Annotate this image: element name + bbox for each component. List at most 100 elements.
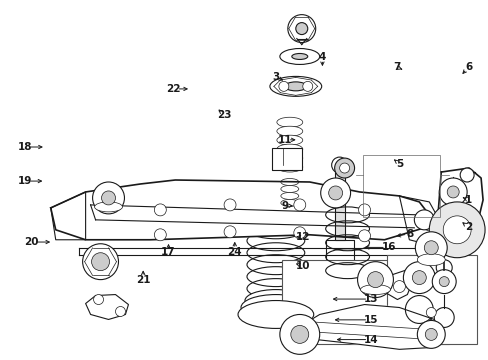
- Circle shape: [403, 262, 434, 293]
- Circle shape: [411, 271, 426, 285]
- Circle shape: [154, 204, 166, 216]
- Circle shape: [334, 158, 354, 178]
- Polygon shape: [85, 294, 128, 319]
- Circle shape: [423, 219, 434, 231]
- Text: 21: 21: [136, 275, 150, 285]
- Circle shape: [115, 306, 125, 316]
- Circle shape: [93, 294, 103, 305]
- Text: 14: 14: [363, 334, 378, 345]
- Ellipse shape: [279, 49, 319, 64]
- Text: 23: 23: [216, 110, 231, 120]
- Circle shape: [279, 315, 319, 354]
- Text: 2: 2: [464, 222, 471, 232]
- Circle shape: [416, 320, 444, 348]
- Circle shape: [82, 244, 118, 280]
- Circle shape: [293, 227, 305, 239]
- Text: 16: 16: [381, 242, 395, 252]
- Circle shape: [431, 270, 455, 293]
- Circle shape: [435, 260, 451, 276]
- Text: 8: 8: [406, 229, 413, 239]
- Circle shape: [290, 325, 308, 343]
- Polygon shape: [294, 305, 438, 349]
- Ellipse shape: [241, 294, 310, 320]
- Circle shape: [92, 182, 124, 214]
- Circle shape: [358, 230, 370, 242]
- Ellipse shape: [280, 179, 298, 185]
- Bar: [325, 240, 353, 329]
- Ellipse shape: [276, 117, 302, 127]
- Circle shape: [438, 178, 466, 206]
- Bar: [334, 168, 344, 240]
- Ellipse shape: [280, 199, 298, 206]
- Text: 3: 3: [271, 72, 279, 82]
- Circle shape: [339, 163, 349, 173]
- Circle shape: [414, 232, 447, 264]
- Circle shape: [331, 157, 347, 173]
- Text: 6: 6: [464, 62, 471, 72]
- Polygon shape: [319, 329, 359, 341]
- Circle shape: [328, 186, 342, 200]
- Text: 24: 24: [227, 247, 242, 257]
- Circle shape: [293, 199, 305, 211]
- Ellipse shape: [360, 285, 389, 294]
- Circle shape: [295, 23, 307, 35]
- Circle shape: [91, 253, 109, 271]
- Ellipse shape: [285, 82, 306, 91]
- Bar: [271, 148, 301, 170]
- Polygon shape: [399, 196, 438, 245]
- Ellipse shape: [94, 202, 122, 212]
- Text: 10: 10: [295, 261, 309, 271]
- Text: 7: 7: [392, 62, 399, 72]
- Circle shape: [302, 81, 312, 91]
- Circle shape: [438, 276, 448, 287]
- Circle shape: [102, 191, 115, 205]
- Circle shape: [447, 186, 458, 198]
- Circle shape: [459, 168, 473, 182]
- Text: 20: 20: [24, 237, 39, 247]
- Text: 18: 18: [18, 142, 33, 152]
- Text: 11: 11: [277, 135, 292, 145]
- Polygon shape: [436, 168, 482, 272]
- Ellipse shape: [244, 289, 306, 311]
- Text: 22: 22: [166, 84, 181, 94]
- Circle shape: [358, 204, 370, 216]
- Circle shape: [425, 328, 436, 340]
- Circle shape: [357, 262, 393, 298]
- Bar: [281, 260, 448, 345]
- Polygon shape: [51, 180, 428, 240]
- Text: 1: 1: [464, 195, 471, 205]
- Ellipse shape: [276, 153, 302, 163]
- Text: 12: 12: [295, 232, 309, 242]
- Circle shape: [154, 229, 166, 241]
- Text: 19: 19: [18, 176, 32, 186]
- Text: 17: 17: [161, 247, 176, 257]
- Circle shape: [287, 15, 315, 42]
- Ellipse shape: [291, 54, 307, 59]
- Circle shape: [426, 307, 435, 318]
- Circle shape: [433, 307, 453, 328]
- Ellipse shape: [416, 254, 444, 266]
- Text: 4: 4: [318, 51, 325, 62]
- Circle shape: [413, 210, 433, 230]
- Ellipse shape: [276, 162, 302, 172]
- Bar: [362, 155, 439, 217]
- Polygon shape: [51, 192, 85, 240]
- Ellipse shape: [276, 135, 302, 145]
- Ellipse shape: [269, 76, 321, 96]
- Circle shape: [424, 241, 437, 255]
- Circle shape: [224, 199, 236, 211]
- Circle shape: [442, 216, 470, 244]
- Bar: [386, 255, 476, 345]
- Text: 15: 15: [363, 315, 378, 325]
- Circle shape: [405, 296, 432, 323]
- Ellipse shape: [276, 126, 302, 136]
- Ellipse shape: [238, 301, 313, 328]
- Text: 5: 5: [395, 159, 402, 169]
- Circle shape: [278, 81, 288, 91]
- Circle shape: [367, 272, 383, 288]
- Circle shape: [224, 226, 236, 238]
- Text: 13: 13: [363, 294, 378, 304]
- Ellipse shape: [276, 144, 302, 154]
- Ellipse shape: [280, 193, 298, 199]
- Circle shape: [428, 202, 484, 258]
